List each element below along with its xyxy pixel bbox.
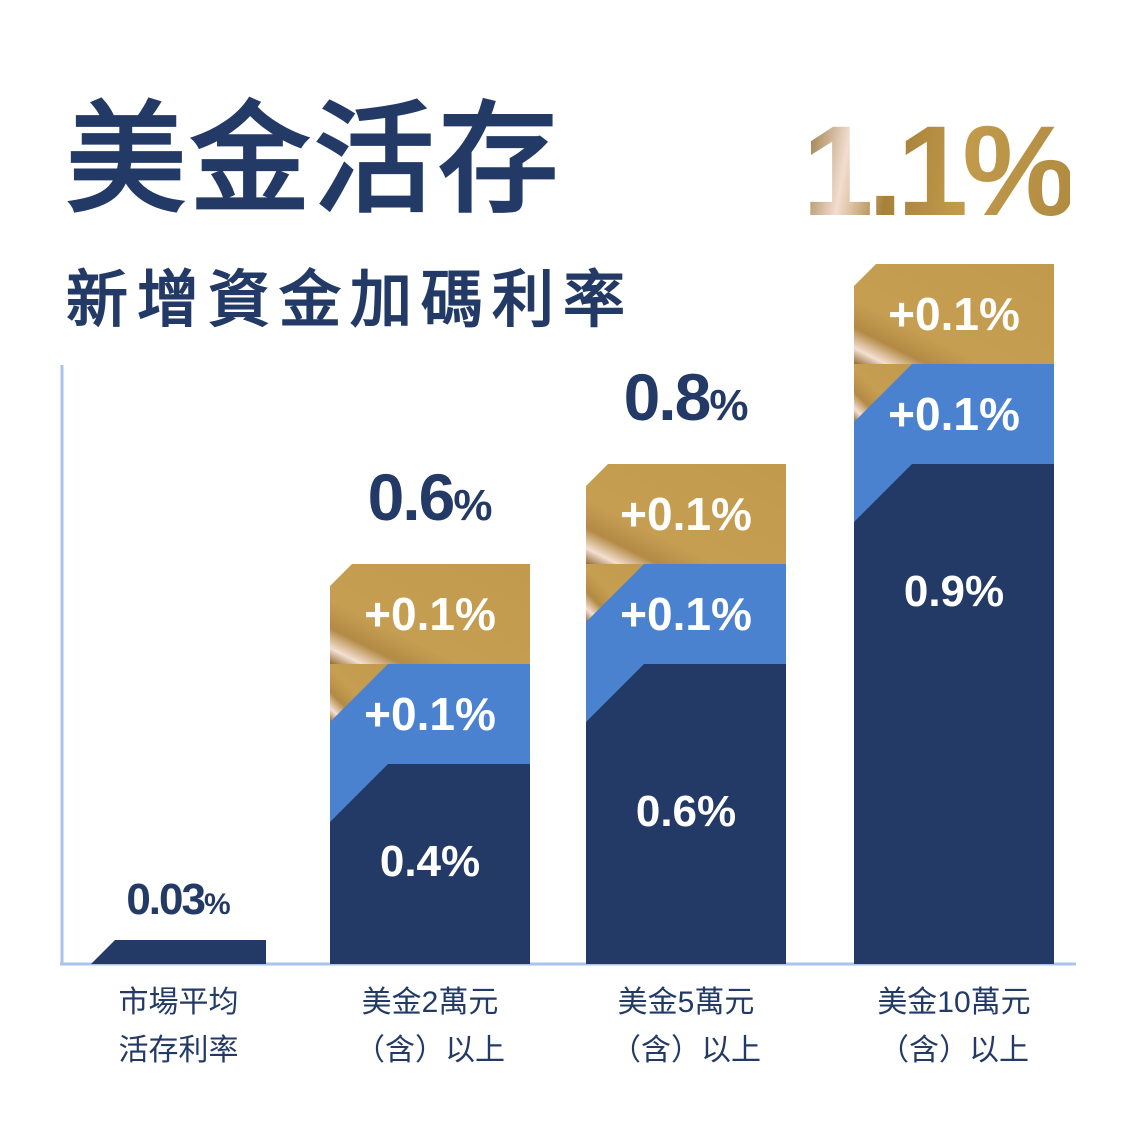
bar-bonus-gold-2 bbox=[586, 464, 786, 564]
category-label-0-line1: 市場平均 bbox=[119, 986, 239, 1019]
label-base-1: 0.4% bbox=[380, 837, 480, 886]
total-unit-2: % bbox=[709, 381, 748, 430]
label-base-3: 0.9% bbox=[904, 567, 1004, 616]
total-label-2: 0.8% bbox=[624, 360, 749, 434]
total-value-2: 0.8 bbox=[624, 360, 710, 434]
bar-corner-cut-3 bbox=[854, 264, 876, 286]
category-label-3-line2: （含）以上 bbox=[879, 1034, 1029, 1067]
total-label-0: 0.03% bbox=[126, 875, 230, 924]
label-bonus-blue-2: +0.1% bbox=[620, 588, 752, 640]
bar-bevel-base-2 bbox=[586, 664, 644, 722]
bar-bevel-base-1 bbox=[330, 764, 388, 822]
bar-bonus-gold-1 bbox=[330, 564, 530, 664]
label-bonus-gold-3: +0.1% bbox=[888, 288, 1020, 340]
bar-base-3 bbox=[854, 464, 1054, 964]
bar-bevel-blue-3 bbox=[854, 364, 912, 422]
bar-corner-cut-1 bbox=[330, 564, 352, 586]
label-bonus-gold-2: +0.1% bbox=[620, 488, 752, 540]
category-label-1-line1: 美金2萬元 bbox=[362, 986, 499, 1019]
label-bonus-blue-1: +0.1% bbox=[364, 688, 496, 740]
label-base-2: 0.6% bbox=[636, 787, 736, 836]
total-value-1: 0.6 bbox=[368, 460, 454, 534]
bar-bevel-blue-2 bbox=[586, 564, 644, 622]
bar-base-0 bbox=[91, 940, 266, 964]
page-subtitle: 新增資金加碼利率 bbox=[66, 266, 635, 335]
page-title: 美金活存 bbox=[66, 93, 562, 227]
category-label-2-line1: 美金5萬元 bbox=[618, 986, 755, 1019]
bar-base-2 bbox=[586, 664, 786, 964]
bar-bevel-base-3 bbox=[854, 464, 912, 522]
total-unit-1: % bbox=[453, 481, 492, 530]
category-label-2-line2: （含）以上 bbox=[611, 1034, 761, 1067]
label-bonus-blue-3: +0.1% bbox=[888, 388, 1020, 440]
total-unit-0: % bbox=[204, 888, 231, 921]
category-label-3-line1: 美金10萬元 bbox=[877, 986, 1030, 1019]
total-label-1: 0.6% bbox=[368, 460, 493, 534]
label-bonus-gold-1: +0.1% bbox=[364, 588, 496, 640]
bar-bevel-blue-1 bbox=[330, 664, 388, 722]
category-label-0-line2: 活存利率 bbox=[119, 1034, 239, 1067]
bar-base-1 bbox=[330, 764, 530, 964]
total-value-0: 0.03 bbox=[126, 875, 204, 924]
bar-corner-cut-2 bbox=[586, 464, 608, 486]
bar-bonus-gold-3 bbox=[854, 264, 1054, 364]
headline-rate: 1.1% bbox=[802, 100, 1076, 243]
category-label-1-line2: （含）以上 bbox=[355, 1034, 505, 1067]
